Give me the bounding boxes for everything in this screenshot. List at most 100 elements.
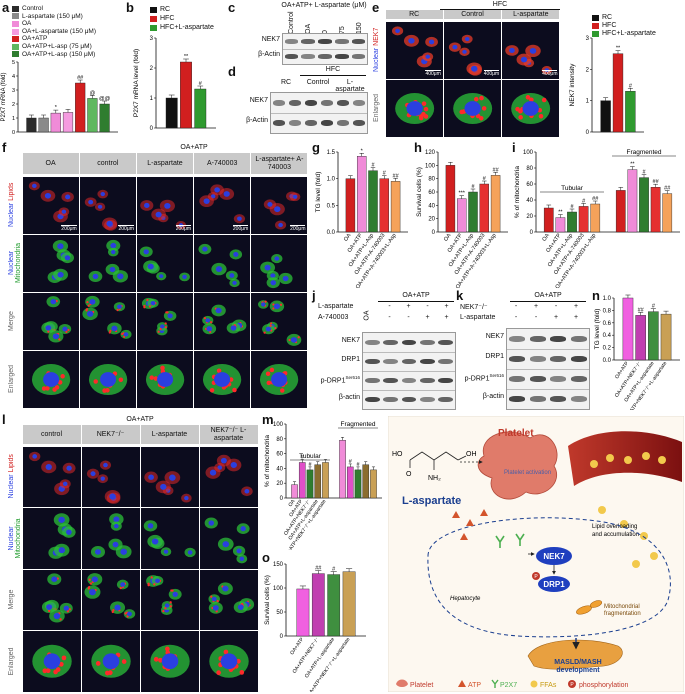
lipid-droplet — [64, 330, 68, 333]
y-tick-label: 0 — [12, 130, 15, 136]
legend-atp: ATP — [468, 682, 481, 689]
lipid-droplet — [168, 600, 172, 604]
lipid-droplet — [163, 606, 167, 609]
nucleus — [123, 331, 129, 336]
micrograph-tile — [22, 631, 81, 692]
nucleus — [206, 325, 213, 331]
mol-ho: HO — [392, 451, 403, 458]
lipid-droplets — [590, 452, 666, 568]
nucleus — [110, 242, 116, 248]
y-tick-label: 3 — [586, 36, 590, 42]
l-grid — [22, 446, 258, 692]
nucleus — [407, 37, 415, 44]
bar — [543, 207, 554, 233]
lipid-droplet — [152, 582, 155, 586]
significance-mark: # — [471, 184, 475, 190]
condition-sign: - — [426, 303, 429, 310]
row-label-part: Lipids — [8, 454, 15, 473]
schematic-legend: Platelet ATP P2X7 FFAs P phosphorylation — [396, 679, 629, 689]
nucleus — [64, 254, 70, 260]
nucleus — [220, 457, 227, 463]
grid-column-header: Control — [443, 10, 502, 19]
significance-mark: # — [652, 304, 656, 310]
legend-swatch — [12, 28, 19, 35]
lipid-droplet — [164, 321, 167, 325]
blot-separator — [283, 49, 367, 50]
micrograph — [198, 243, 243, 287]
bar — [625, 91, 636, 133]
y-tick-label: 100 — [523, 150, 534, 156]
bar — [306, 469, 314, 499]
nucleus — [53, 612, 60, 619]
y-tick-label: 0 — [432, 230, 436, 236]
significance-mark: ** — [616, 46, 621, 52]
lipid-droplet — [146, 582, 150, 585]
y-tick-label: 0 — [280, 634, 284, 640]
nucleus — [211, 596, 217, 601]
chart-n: 0.00.20.40.60.81.0TG level (fold)OA+ATP#… — [594, 294, 680, 410]
lipid-droplet — [153, 375, 158, 381]
lipid-droplet — [165, 310, 168, 314]
micrograph — [258, 299, 302, 346]
panel-label-c: c — [228, 0, 236, 15]
legend-text: HFC — [160, 15, 175, 22]
bar — [456, 198, 467, 233]
blot-band — [401, 377, 417, 384]
drp1-text: DRP1 — [543, 580, 565, 589]
y-tick-label: 3 — [12, 88, 15, 94]
lipid-droplet — [107, 670, 113, 676]
nucleus — [239, 526, 246, 532]
grid-column-header: L-aspartate — [140, 425, 199, 444]
nucleus — [464, 36, 470, 41]
lipid-droplet — [266, 380, 272, 385]
nucleus — [154, 577, 160, 583]
grid-column-header: A-740003 — [194, 153, 251, 174]
blot-band — [529, 356, 546, 362]
micrograph — [448, 34, 482, 76]
blot-c-title: OA+ATP+ L-aspartate (μM) — [281, 2, 367, 9]
bar — [650, 187, 661, 233]
blot-separator — [271, 113, 367, 114]
nucleus — [108, 492, 116, 500]
grid-column-header: OA — [22, 153, 79, 174]
k-conds: NEK7⁻/⁻ - + - + L-aspartate - - + + — [460, 303, 588, 327]
blot-row-label: β-Actin — [258, 50, 280, 58]
lipid-droplet — [87, 304, 90, 307]
blot-band — [570, 376, 587, 382]
y-tick-label: 0 — [150, 126, 154, 132]
significance-mark: *** — [458, 191, 465, 197]
micrograph-tile — [140, 569, 199, 630]
condition-sign: + — [573, 314, 579, 321]
micrograph-tile — [140, 446, 199, 507]
micrograph — [205, 454, 253, 496]
condition-sign: - — [407, 314, 410, 321]
bar — [314, 464, 322, 499]
lipid-droplet — [473, 96, 479, 101]
lipid-droplet — [235, 658, 241, 664]
blot-band — [318, 39, 332, 44]
condition-sign: + — [553, 314, 559, 321]
nucleus — [44, 324, 51, 331]
legend-swatch — [12, 51, 19, 58]
micrograph — [47, 513, 76, 559]
blot-separator — [507, 389, 589, 390]
lipid-droplet — [203, 316, 207, 319]
nucleus — [56, 242, 64, 249]
micrograph — [260, 363, 299, 395]
blot-band — [383, 396, 398, 403]
blot-band — [335, 39, 349, 44]
bar — [612, 53, 624, 133]
y-tick-label: 0.0 — [327, 230, 336, 236]
lipid-droplet — [68, 607, 71, 610]
blot-band — [383, 358, 398, 365]
micrograph-tile: 200μm — [194, 176, 251, 234]
significance-mark: # — [570, 204, 574, 210]
bar — [578, 206, 589, 233]
bar — [445, 165, 456, 233]
condition-label: NEK7⁻/⁻ — [460, 304, 488, 311]
lipid-droplet — [423, 106, 428, 111]
legend-phospho: phosphorylation — [579, 682, 629, 689]
atp-markers — [452, 509, 488, 540]
nucleus — [237, 603, 244, 610]
